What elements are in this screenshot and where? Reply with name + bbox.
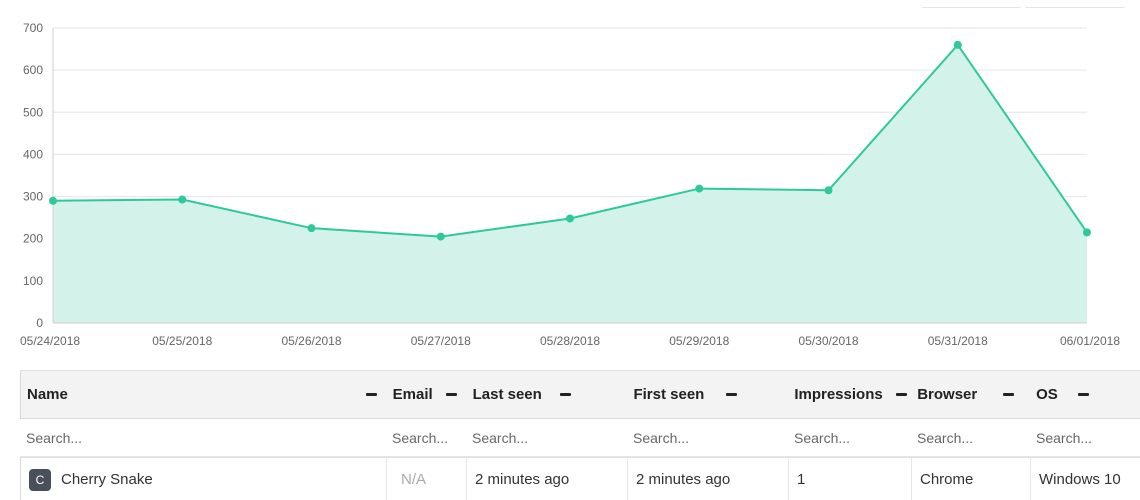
collapse-column-icon[interactable] <box>896 393 908 396</box>
table-header-row: Name Email Last seen First seen Impressi… <box>20 371 1140 419</box>
x-tick-label: 05/28/2018 <box>540 334 600 348</box>
user-name-cell[interactable]: C Cherry Snake <box>20 458 386 500</box>
collapse-column-icon[interactable] <box>445 393 457 396</box>
x-tick-label: 05/29/2018 <box>669 334 729 348</box>
column-header-email[interactable]: Email <box>387 371 467 418</box>
data-point <box>436 232 445 241</box>
data-point <box>307 224 316 233</box>
column-label: Browser <box>917 386 978 403</box>
x-tick-label: 05/30/2018 <box>798 334 858 348</box>
data-point <box>178 195 187 204</box>
os-search-input[interactable] <box>1030 419 1140 456</box>
y-tick-label: 400 <box>23 147 43 161</box>
x-tick-label: 05/24/2018 <box>20 334 80 348</box>
first-seen-search-input[interactable] <box>627 419 788 456</box>
y-tick-label: 300 <box>23 190 43 204</box>
x-tick-label: 05/31/2018 <box>928 334 988 348</box>
y-tick-label: 500 <box>23 105 43 119</box>
data-point <box>1083 228 1091 237</box>
data-point <box>566 214 574 223</box>
user-name: Cherry Snake <box>61 471 153 488</box>
column-header-browser[interactable]: Browser <box>911 371 1030 418</box>
column-header-last-seen[interactable]: Last seen <box>467 371 628 418</box>
column-header-impressions[interactable]: Impressions <box>788 371 911 418</box>
table-filter-row <box>20 419 1140 457</box>
last-seen-cell: 2 minutes ago <box>466 458 627 500</box>
last-seen-search-input[interactable] <box>466 419 627 456</box>
area-fill <box>53 44 1087 323</box>
toolbar-divider-right <box>1025 7 1125 8</box>
y-tick-label: 0 <box>36 316 43 330</box>
collapse-column-icon[interactable] <box>559 393 571 396</box>
impressions-chart: 0 100 200 300 400 500 600 700 05/24/2018 05/25/20… <box>20 21 1120 348</box>
column-label: Email <box>392 386 433 403</box>
collapse-column-icon[interactable] <box>365 393 377 396</box>
browser-search-input[interactable] <box>911 419 1030 456</box>
impressions-search-input[interactable] <box>788 419 911 456</box>
x-tick-label: 05/26/2018 <box>281 334 341 348</box>
column-header-os[interactable]: OS <box>1030 371 1140 418</box>
name-search-input[interactable] <box>20 419 386 456</box>
collapse-column-icon[interactable] <box>1077 393 1089 396</box>
y-tick-label: 600 <box>23 63 43 77</box>
os-cell: Windows 10 <box>1030 458 1140 500</box>
data-point <box>824 186 833 195</box>
avatar: C <box>29 468 51 491</box>
email-search-input[interactable] <box>386 419 466 456</box>
collapse-column-icon[interactable] <box>1003 393 1015 396</box>
y-tick-label: 700 <box>23 21 43 35</box>
email-cell: N/A <box>386 458 466 500</box>
column-label: Impressions <box>794 386 883 403</box>
column-label: First seen <box>633 386 705 403</box>
data-point <box>49 196 57 205</box>
column-label: Last seen <box>472 386 542 403</box>
column-header-name[interactable]: Name <box>21 371 387 418</box>
column-label: OS <box>1036 386 1058 403</box>
browser-cell: Chrome <box>911 458 1030 500</box>
column-label: Name <box>27 386 68 403</box>
first-seen-cell: 2 minutes ago <box>627 458 788 500</box>
users-table: Name Email Last seen First seen Impressi… <box>20 370 1140 500</box>
impressions-cell: 1 <box>788 458 911 500</box>
table-row[interactable]: C Cherry Snake N/A 2 minutes ago 2 minut… <box>20 457 1140 500</box>
y-tick-label: 200 <box>23 232 43 246</box>
collapse-column-icon[interactable] <box>726 393 738 396</box>
x-tick-label: 06/01/2018 <box>1060 334 1120 348</box>
column-header-first-seen[interactable]: First seen <box>627 371 788 418</box>
toolbar-divider-left <box>922 7 1021 8</box>
data-point <box>953 40 962 49</box>
y-tick-label: 100 <box>23 274 43 288</box>
x-tick-label: 05/27/2018 <box>411 334 471 348</box>
data-point <box>695 184 704 193</box>
x-tick-label: 05/25/2018 <box>152 334 212 348</box>
